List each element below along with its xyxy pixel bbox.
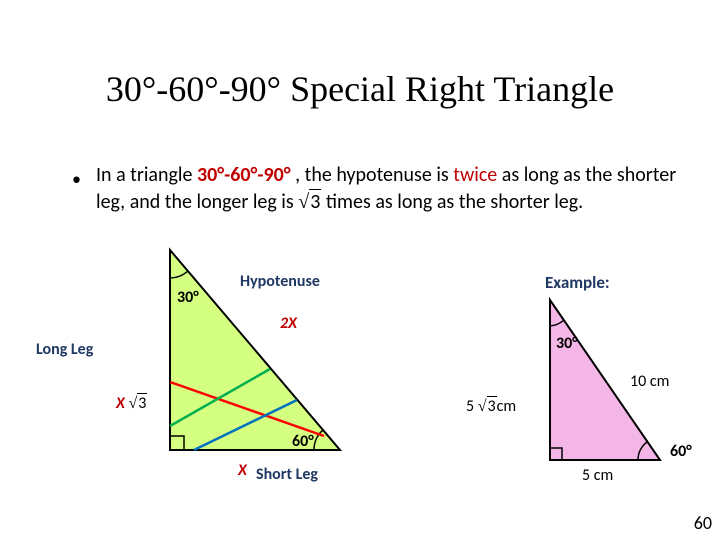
hyp-10cm: 10 cm — [630, 372, 669, 391]
angle-30-right: 30° — [556, 334, 578, 353]
shortleg-5cm: 5 cm — [582, 466, 613, 485]
longleg-5root3: 5 √3cm — [466, 397, 516, 416]
example-label: Example: — [545, 272, 610, 293]
page-number: 60 — [694, 512, 712, 534]
angle-60-right: 60° — [670, 442, 692, 461]
right-triangle-svg — [0, 0, 720, 540]
